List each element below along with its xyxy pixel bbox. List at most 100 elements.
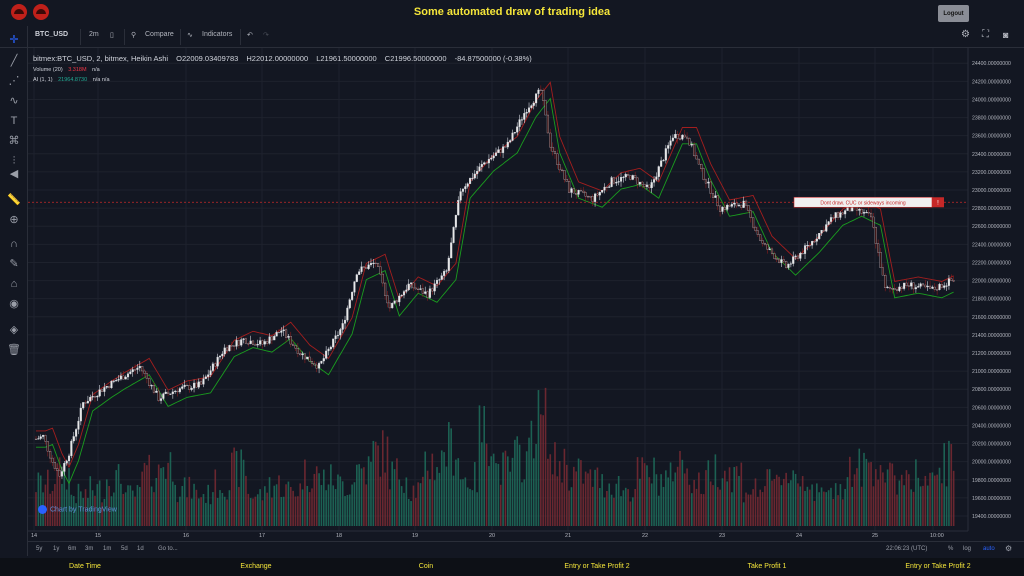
candle-body (709, 181, 712, 194)
candle-body (353, 281, 356, 293)
pattern-shapes-icon[interactable]: ⌘ (8, 135, 20, 147)
interval-selector[interactable]: 2m (89, 31, 99, 38)
candle-body (829, 217, 833, 222)
footer-entry-tp2[interactable]: Entry or Take Profit 2 (564, 563, 630, 570)
candle-body (815, 238, 818, 242)
candle-body (96, 395, 99, 398)
volume-bar (311, 488, 313, 526)
pattern-tool-icon[interactable]: ∿ (9, 95, 19, 107)
chart-style-icon[interactable]: ▯ (110, 32, 114, 39)
candle-body (513, 132, 516, 134)
instrument-label[interactable]: bitmex:BTC_USD, 2, bitmex, Heikin Ashi (33, 54, 169, 63)
candle-body (669, 140, 672, 146)
trend-line-icon[interactable]: ╱ (10, 55, 18, 67)
prediction-tool-icon[interactable]: ⫶ (12, 155, 16, 167)
fib-tool-icon[interactable]: ⋰ (8, 75, 20, 87)
range-3m[interactable]: 3m (85, 546, 94, 552)
candle-body (412, 282, 415, 289)
log-toggle[interactable]: log (963, 546, 972, 552)
volume-bar (778, 476, 780, 526)
utc-clock[interactable]: 22:06:23 (UTC) (886, 546, 928, 552)
undo-icon[interactable]: ↶ (247, 32, 253, 39)
candle-body (627, 174, 630, 176)
ai-indicator-legend[interactable]: AI (1, 1) 21964.8730 n/a n/a (33, 77, 114, 83)
volume-bar (554, 442, 556, 526)
candle-body (662, 160, 665, 162)
settings-gear-icon[interactable]: ⚙ (1005, 544, 1013, 553)
volume-bar (58, 457, 61, 526)
volume-bar (577, 458, 580, 526)
candle-body (365, 267, 368, 269)
volume-bar (747, 494, 750, 526)
volume-bar (662, 486, 665, 526)
goto-button[interactable]: Go to... (158, 546, 178, 552)
symbol-search[interactable]: BTC_USD (35, 31, 69, 38)
screenshot-camera-icon[interactable]: ◙ (1003, 30, 1009, 40)
magnet-icon[interactable]: ∩ (10, 238, 18, 250)
candle-body (608, 186, 611, 188)
range-1m[interactable]: 1m (103, 546, 112, 552)
volume-bar (75, 503, 77, 526)
layers-icon[interactable]: ◈ (9, 324, 19, 336)
compare-button[interactable]: Compare (145, 31, 174, 38)
indicators-button[interactable]: Indicators (202, 31, 233, 38)
volume-bar (169, 452, 172, 526)
range-5d[interactable]: 5d (121, 546, 128, 552)
text-tool-icon[interactable]: T (10, 115, 18, 127)
candle-body (723, 206, 726, 210)
fullscreen-icon[interactable]: ⛶ (982, 29, 989, 40)
volume-bar (575, 471, 578, 526)
candle-body (136, 367, 139, 370)
redo-icon[interactable]: ↷ (263, 32, 269, 39)
footer-date-time[interactable]: Date Time (69, 563, 101, 570)
logout-button[interactable]: Logout (938, 5, 969, 22)
percent-toggle[interactable]: % (948, 546, 954, 552)
footer-exchange[interactable]: Exchange (240, 563, 272, 570)
settings-gear-icon[interactable]: ⚙ (961, 29, 970, 40)
volume-bar (228, 490, 231, 526)
range-5y[interactable]: 5y (36, 546, 43, 552)
price-tick-label: 19600.00000000 (972, 496, 1011, 502)
volume-indicator-legend[interactable]: Volume (20) 3.318M n/a (33, 67, 104, 73)
price-axis: 24400.00000000 24200.00000000 24000.000000… (967, 48, 1024, 541)
candle-body (563, 170, 566, 180)
footer-coin[interactable]: Coin (418, 563, 434, 570)
volume-bar (627, 489, 629, 526)
trash-icon[interactable]: 🗑 (7, 344, 21, 356)
candle-body (221, 353, 224, 357)
candle-body (565, 179, 568, 182)
volume-bar (101, 502, 103, 526)
back-arrow-icon[interactable]: ◀ (9, 168, 19, 180)
candle-body (379, 266, 382, 275)
volume-bar (252, 498, 254, 526)
lock-drawing-icon[interactable]: ✎ (9, 258, 19, 270)
candle-body (874, 227, 877, 244)
range-1y[interactable]: 1y (53, 546, 60, 552)
volume-bar (46, 469, 49, 526)
compare-icon[interactable]: ⚲ (131, 32, 137, 39)
candle-body (414, 287, 417, 290)
candle-body (848, 207, 851, 212)
auto-toggle[interactable]: auto (983, 546, 995, 552)
volume-bar (823, 491, 825, 526)
zoom-in-icon[interactable]: ⊕ (9, 214, 19, 226)
ruler-icon[interactable]: 📏 (7, 194, 21, 206)
range-6m[interactable]: 6m (68, 546, 77, 552)
volume-bar (138, 487, 141, 526)
volume-bar (115, 470, 118, 526)
candle-body (598, 192, 601, 196)
footer-entry-tp2-right[interactable]: Entry or Take Profit 2 (905, 563, 971, 570)
range-1d[interactable]: 1d (137, 546, 144, 552)
volume-bar (497, 463, 500, 526)
crosshair-icon[interactable]: ✛ (9, 34, 19, 46)
footer-take-profit-1[interactable]: Take Profit 1 (747, 563, 787, 570)
lock-icon[interactable]: ⌂ (10, 278, 18, 290)
eye-icon[interactable]: ◉ (9, 298, 19, 310)
candle-body (207, 374, 210, 377)
candle-body (473, 173, 476, 179)
indicators-icon[interactable]: ∿ (187, 32, 193, 39)
candle-body (660, 160, 663, 167)
price-chart[interactable]: Dont draw. CUC or sideways incoming!2286… (28, 48, 1024, 541)
volume-bar (622, 490, 625, 526)
candle-body (499, 149, 502, 153)
